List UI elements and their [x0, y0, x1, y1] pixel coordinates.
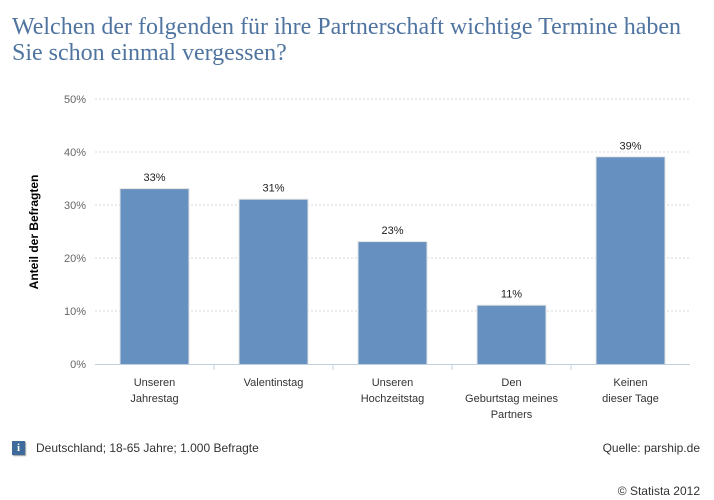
bar[interactable]	[596, 157, 665, 364]
y-tick-label: 40%	[64, 147, 86, 159]
y-tick-label: 20%	[64, 253, 86, 265]
y-tick-label: 30%	[64, 200, 86, 212]
x-tick-label: Den	[501, 377, 521, 389]
x-tick-label: Partners	[491, 409, 533, 421]
bar-chart: 0% 10% 20% 30% 40% 50% Anteil der Befragten 3…	[27, 94, 690, 421]
x-tick-label: dieser Tage	[602, 393, 659, 405]
bar[interactable]	[120, 189, 189, 364]
copyright: © Statista 2012	[617, 484, 700, 498]
bar[interactable]	[477, 305, 546, 364]
bar-value-label: 11%	[501, 289, 522, 301]
chart-title: Welchen der folgenden für ihre Partnersc…	[12, 14, 681, 66]
x-tick-label: Geburtstag meines	[465, 393, 558, 405]
y-tick-label: 50%	[64, 94, 86, 106]
bar-value-label: 31%	[262, 183, 284, 195]
bar[interactable]	[358, 242, 427, 364]
survey-note: Deutschland; 18-65 Jahre; 1.000 Befragte	[36, 441, 259, 455]
x-tick-label: Valentinstag	[244, 377, 304, 389]
x-axis: Unseren Jahrestag Valentinstag Unseren Hochz…	[95, 364, 690, 421]
y-tick-label: 10%	[64, 306, 86, 318]
x-tick-label: Jahrestag	[130, 393, 178, 405]
y-axis-label: Anteil der Befragten	[27, 175, 41, 290]
x-tick-label: Keinen	[613, 377, 647, 389]
info-icon[interactable]: i	[12, 441, 25, 455]
x-tick-label: Unseren	[372, 377, 414, 389]
source-link[interactable]: Quelle: parship.de	[602, 441, 700, 455]
x-tick-label: Hochzeitstag	[361, 393, 425, 405]
y-tick-label: 0%	[70, 359, 86, 371]
bar[interactable]	[239, 199, 308, 364]
bar-value-label: 33%	[143, 172, 165, 184]
x-tick-label: Unseren	[134, 377, 176, 389]
bar-value-label: 23%	[381, 225, 403, 237]
bar-value-label: 39%	[619, 140, 641, 152]
bars: 33% 31% 23% 11% 39%	[119, 140, 666, 364]
y-axis-ticks: 0% 10% 20% 30% 40% 50%	[64, 94, 86, 371]
